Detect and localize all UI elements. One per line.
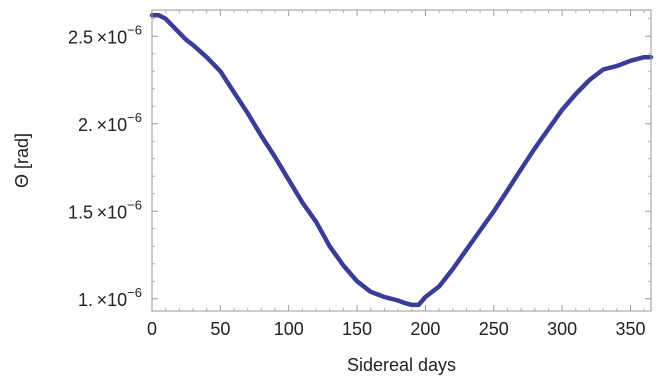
- y-tick-label: 1.5 ×10−6: [68, 197, 142, 222]
- axis-ticks: [151, 10, 651, 311]
- x-tick-label: 350: [615, 319, 645, 339]
- x-tick-label: 300: [547, 319, 577, 339]
- y-tick-label: 1. ×10−6: [78, 285, 142, 310]
- plot-frame: [151, 9, 652, 312]
- x-tick-label: 50: [210, 319, 230, 339]
- x-tick-label: 150: [342, 319, 372, 339]
- y-tick-label: 2. ×10−6: [78, 110, 142, 135]
- x-axis-label: Sidereal days: [347, 355, 456, 375]
- x-tick-labels: 0 50 100 150 200 250 300 350: [147, 319, 646, 339]
- x-tick-label: 200: [410, 319, 440, 339]
- x-tick-label: 250: [479, 319, 509, 339]
- x-tick-label: 0: [147, 319, 157, 339]
- x-tick-label: 100: [274, 319, 304, 339]
- y-axis-label: Θ [rad]: [12, 133, 32, 188]
- y-tick-label: 2.5 ×10−6: [68, 22, 142, 47]
- series-line: [149, 13, 654, 308]
- y-tick-labels: 1. ×10−6 1.5 ×10−6 2. ×10−6 2.5 ×10−6: [68, 22, 142, 310]
